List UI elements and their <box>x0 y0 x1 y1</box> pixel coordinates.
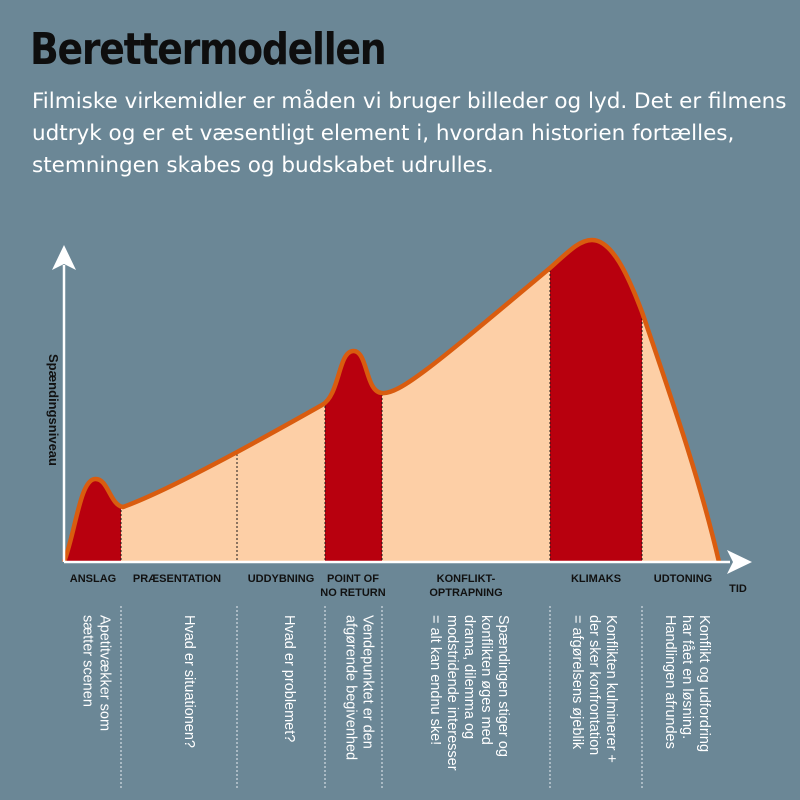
x-axis-label: TID <box>729 583 747 595</box>
phase-band-point-of-no-return <box>325 240 382 562</box>
phase-description-uddybning: Hvad er problemet? <box>281 615 297 742</box>
phase-descriptions: Apetitvækker somsætter scenen Hvad er sit… <box>80 606 712 790</box>
phase-description-praesentation: Hvad er situationen? <box>181 615 197 748</box>
phase-label-uddybning: UDDYBNING <box>248 573 315 585</box>
tension-curve <box>61 237 722 563</box>
phase-description-klimaks: Konflikten kulminerer +der sker konfront… <box>569 615 619 763</box>
y-axis-label: Spændingsniveau <box>46 354 61 466</box>
phase-description-konfliktoptrapning: Spændingen stiger ogkonflikten øges medd… <box>427 615 511 771</box>
phase-label-anslag: ANSLAG <box>70 573 116 585</box>
phase-band-klimaks <box>550 240 642 562</box>
phase-label-point-of-no-return: POINT OF NO RETURN <box>320 573 385 599</box>
page-title: Berettermodellen <box>30 24 387 75</box>
up-arrow-icon <box>52 245 76 270</box>
phase-label-praesentation: PRÆSENTATION <box>133 573 221 585</box>
phase-label-konfliktoptrapning: KONFLIKT-OPTRAPNING <box>429 573 502 599</box>
right-arrow-icon <box>727 550 752 574</box>
phase-label-udtoning: UDTONING <box>654 573 712 585</box>
phase-description-udtoning: Konflikt og udfordringhar fået en løsnin… <box>662 615 712 752</box>
phase-description-anslag: Apetitvækker somsætter scenen <box>80 615 113 731</box>
x-axis <box>64 550 752 574</box>
phase-band-anslag <box>64 240 121 562</box>
intro-text: Filmiske virkemidler er måden vi bruger … <box>32 89 787 178</box>
phase-label-klimaks: KLIMAKS <box>571 573 621 585</box>
phase-labels: ANSLAG PRÆSENTATION UDDYBNING POINT OF NO RE… <box>70 573 712 599</box>
y-axis <box>52 245 76 562</box>
phase-description-point-of-no-return: Vendepunktet er denafgørende begivenhed <box>343 615 376 760</box>
